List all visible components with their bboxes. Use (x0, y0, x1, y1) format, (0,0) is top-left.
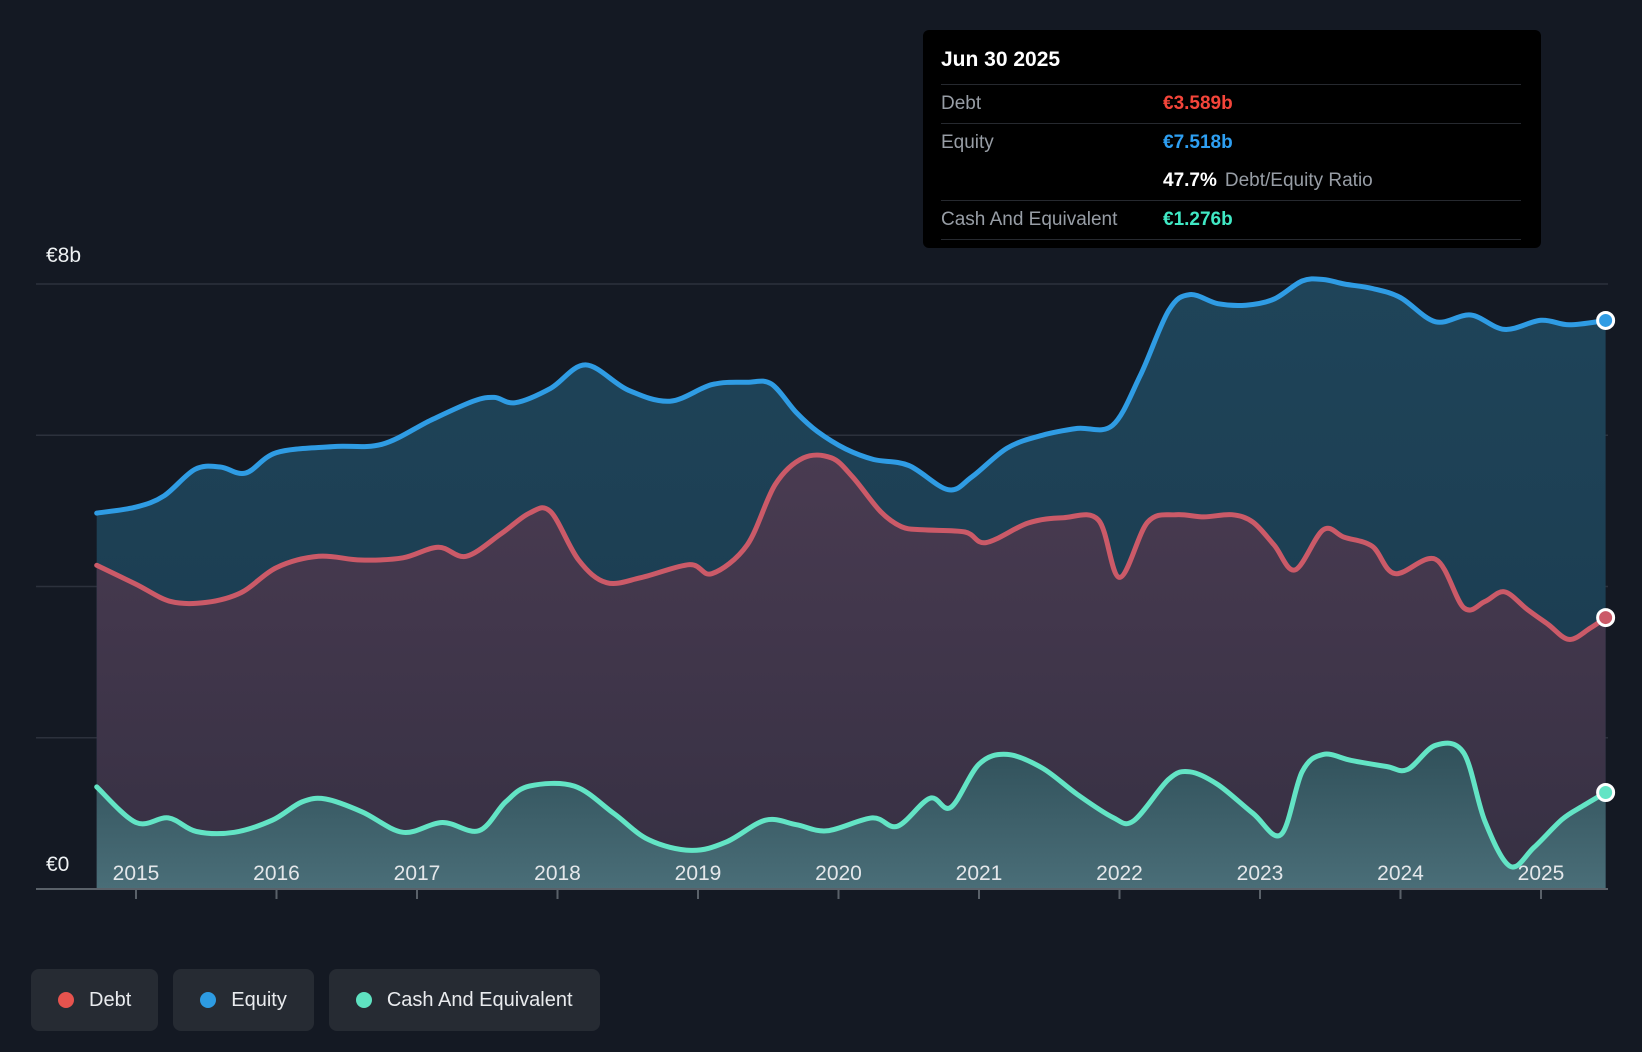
legend-equity-label: Equity (231, 988, 287, 1011)
line-debt (94, 452, 1609, 642)
x-tick-label: 2021 (956, 862, 1003, 885)
debt-dot-icon (58, 992, 74, 1008)
x-tick-label: 2018 (534, 862, 581, 885)
area-cash-and-equivalent (96, 743, 1606, 890)
x-tick-label: 2022 (1096, 862, 1143, 885)
equity-dot-icon (200, 992, 217, 1008)
tooltip-row-debt: Debt €3.589b (941, 84, 1521, 123)
legend-item-debt[interactable]: Debt (31, 969, 159, 1031)
tooltip-ratio-value: 47.7% (1163, 170, 1217, 191)
tooltip-ratio-label: Debt/Equity Ratio (1224, 170, 1373, 191)
tooltip-cash-value: €1.276b (1163, 209, 1233, 230)
x-tick-label: 2023 (1237, 862, 1284, 885)
legend-item-cash[interactable]: Cash And Equivalent (328, 969, 600, 1031)
tooltip-row-cash: Cash And Equivalent €1.276b (941, 200, 1521, 240)
tooltip-row-equity: Equity €7.518b (941, 123, 1521, 162)
y-axis-label: €8b (46, 244, 81, 267)
tooltip-debt-value: €3.589b (1163, 93, 1233, 114)
tooltip-equity-label: Equity (941, 132, 994, 153)
x-tick-label: 2017 (394, 862, 441, 885)
end-marker-equity[interactable] (1596, 310, 1616, 330)
tooltip-row-ratio: 47.7% Debt/Equity Ratio (941, 162, 1521, 200)
y-axis-label: €0 (46, 853, 69, 876)
tooltip-cash-label: Cash And Equivalent (941, 209, 1118, 230)
x-tick-label: 2020 (815, 862, 862, 885)
end-marker-cash-and-equivalent[interactable] (1596, 783, 1616, 803)
chart-tooltip: Jun 30 2025 Debt €3.589b Equity €7.518b … (923, 30, 1541, 248)
legend-cash-label: Cash And Equivalent (386, 988, 573, 1011)
end-marker-debt[interactable] (1596, 608, 1616, 628)
cash-dot-icon (355, 992, 372, 1008)
legend-debt-label: Debt (89, 988, 132, 1011)
area-debt (96, 455, 1606, 890)
x-tick-label: 2025 (1518, 862, 1565, 885)
line-cash-and-equivalent (94, 740, 1609, 870)
x-tick-label: 2015 (113, 862, 160, 885)
x-tick-label: 2019 (675, 862, 722, 885)
tooltip-equity-value: €7.518b (1163, 132, 1233, 153)
tooltip-debt-label: Debt (941, 93, 982, 114)
x-tick-label: 2016 (253, 862, 300, 885)
tooltip-date: Jun 30 2025 (941, 48, 1061, 71)
line-equity (94, 276, 1609, 516)
chart-legend: Debt Equity Cash And Equivalent (31, 969, 600, 1031)
x-tick-label: 2024 (1377, 862, 1424, 885)
legend-item-equity[interactable]: Equity (173, 969, 314, 1031)
